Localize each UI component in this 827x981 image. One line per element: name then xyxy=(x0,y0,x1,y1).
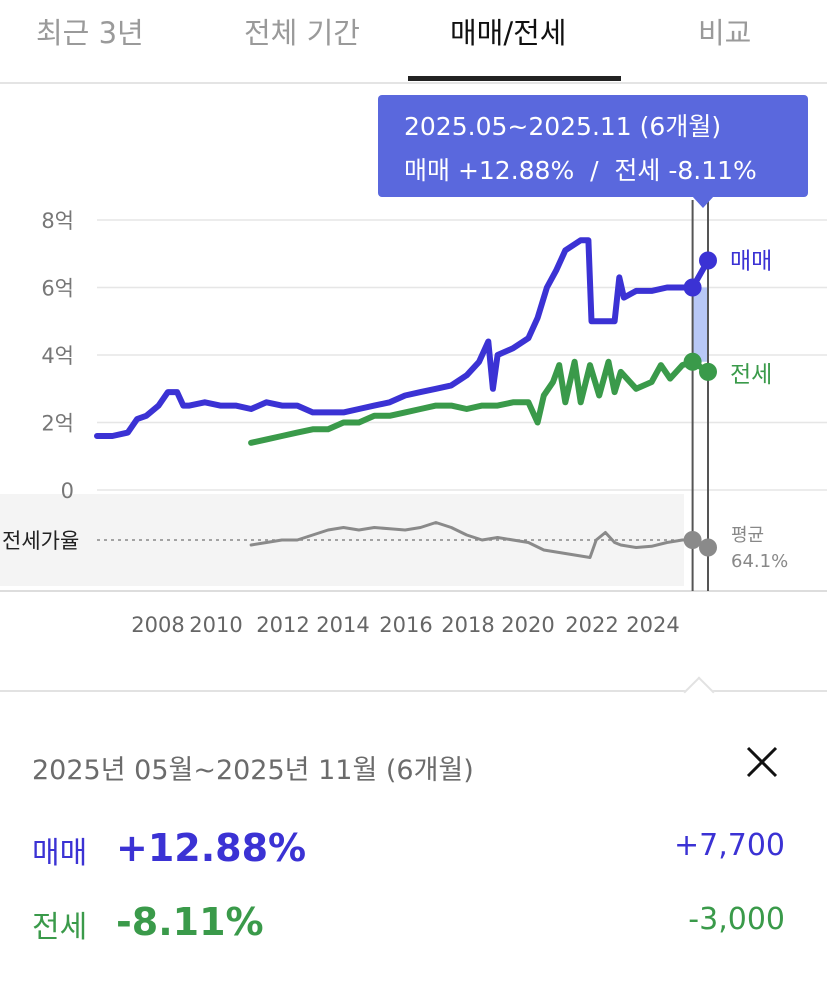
close-icon[interactable] xyxy=(740,740,784,784)
sale-legend-label: 매매 xyxy=(730,249,772,275)
jeonse-label: 전세 xyxy=(32,910,88,945)
ratio-label: 전세가율 xyxy=(2,529,79,553)
sale-change-amount: +7,700 xyxy=(673,828,785,863)
average-label: 평균 xyxy=(731,525,764,546)
y-tick-label: 6억 xyxy=(41,277,74,301)
y-tick-label: 2억 xyxy=(41,412,74,436)
tab-all-period[interactable]: 전체 기간 xyxy=(244,16,360,50)
x-tick-label: 2020 xyxy=(501,613,554,637)
tab-compare[interactable]: 비교 xyxy=(698,16,752,50)
period-tabs: 최근 3년 전체 기간 매매/전세 비교 xyxy=(0,0,827,84)
price-chart[interactable]: 8억 6억 4억 2억 0 전세가율 2008 2010 2012 2014 2016 2018 202… xyxy=(0,84,827,644)
sale-change-pct: +12.88% xyxy=(116,826,307,870)
selection-tooltip: 2025.05~2025.11 (6개월) 매매 +12.88% / 전세 -8… xyxy=(378,95,808,197)
summary-caret xyxy=(683,676,715,708)
tooltip-period: 2025.05~2025.11 (6개월) xyxy=(404,112,722,141)
tooltip-arrow xyxy=(692,196,714,208)
jeonse-line-end-point xyxy=(699,362,717,381)
ratio-line-start-point xyxy=(683,531,702,549)
x-tick-label: 2018 xyxy=(441,613,494,637)
active-tab-indicator xyxy=(408,76,621,81)
tab-sale-jeonse[interactable]: 매매/전세 xyxy=(450,16,567,50)
tab-recent-3-years[interactable]: 최근 3년 xyxy=(36,16,144,50)
x-tick-label: 2024 xyxy=(626,613,679,637)
sale-line xyxy=(94,237,711,439)
y-tick-label: 4억 xyxy=(41,344,74,368)
jeonse-line-start-point xyxy=(683,352,702,371)
sale-line-start-point xyxy=(683,278,702,297)
average-value: 64.1% xyxy=(731,551,788,572)
ratio-line-end-point xyxy=(699,538,717,557)
sale-line-end-point xyxy=(699,251,717,270)
x-tick-label: 2010 xyxy=(189,613,242,637)
tooltip-change: 매매 +12.88% / 전세 -8.11% xyxy=(404,156,757,185)
x-tick-label: 2012 xyxy=(256,613,309,637)
y-tick-label: 0 xyxy=(61,479,74,503)
y-tick-label: 8억 xyxy=(41,209,74,233)
jeonse-change-amount: -3,000 xyxy=(688,902,785,937)
x-tick-label: 2016 xyxy=(379,613,432,637)
x-tick-label: 2014 xyxy=(316,613,369,637)
x-tick-label: 2022 xyxy=(565,613,618,637)
selection-fill xyxy=(692,287,708,362)
x-tick-label: 2008 xyxy=(131,613,184,637)
sale-label: 매매 xyxy=(32,836,88,871)
ratio-line xyxy=(249,521,710,559)
summary-period: 2025년 05월~2025년 11월 (6개월) xyxy=(32,755,474,786)
jeonse-line xyxy=(248,358,711,446)
jeonse-change-pct: -8.11% xyxy=(116,900,264,944)
summary-divider xyxy=(0,690,827,692)
jeonse-legend-label: 전세 xyxy=(730,362,772,388)
